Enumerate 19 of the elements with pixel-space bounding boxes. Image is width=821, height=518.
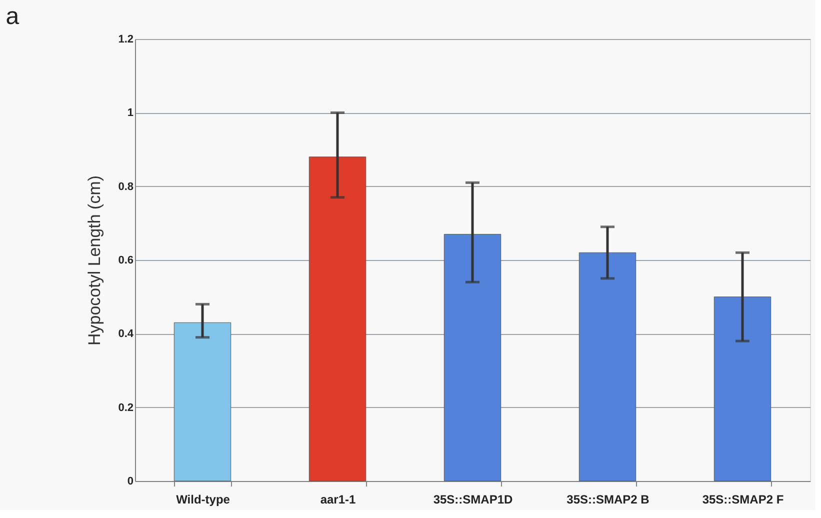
y-tick-label: 1.2: [118, 34, 134, 46]
x-tick-label: 35S::SMAP1D: [433, 492, 514, 506]
y-axis-title: Hypocotyl Length (cm): [85, 175, 104, 346]
chart-title: a: [6, 3, 20, 30]
x-tick-label: aar1-1: [320, 492, 356, 506]
bar: [308, 156, 366, 482]
y-tick-label: 0.8: [118, 180, 134, 193]
y-tick-label: 0: [127, 476, 134, 488]
bar: [578, 252, 636, 482]
y-tick-label: 0.2: [118, 402, 134, 414]
bar: [444, 234, 502, 482]
y-tick-label: 0.6: [118, 254, 134, 266]
x-tick-label: 35S::SMAP2 B: [566, 492, 650, 506]
x-tick-label: Wild-type: [176, 492, 230, 506]
x-tick-label: 35S::SMAP2 F: [702, 492, 784, 506]
bar: [714, 296, 772, 482]
y-tick-label: 0.4: [118, 328, 134, 340]
y-tick-label: 1: [127, 107, 134, 120]
bar: [174, 322, 232, 482]
